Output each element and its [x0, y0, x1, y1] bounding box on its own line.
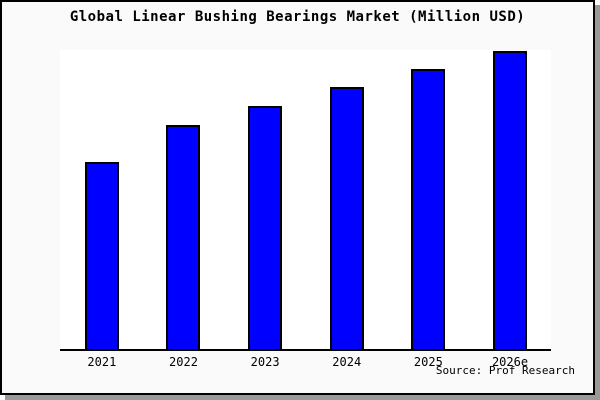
bar-2024: [329, 87, 364, 351]
x-axis-line: [60, 349, 551, 351]
x-tick-label-2023: 2023: [250, 355, 280, 369]
plot-area: [60, 50, 551, 351]
x-tick-label-2021: 2021: [87, 355, 117, 369]
bar-2025: [411, 69, 446, 351]
bar-2021: [84, 162, 119, 351]
bar-2022: [166, 125, 201, 351]
bar-2023: [248, 106, 283, 351]
x-tick-label-2022: 2022: [169, 355, 198, 369]
chart-title: Global Linear Bushing Bearings Market (M…: [69, 9, 526, 25]
x-tick-label-2026e: 2026e: [491, 355, 529, 369]
source-text: Source: Prof Research: [435, 364, 575, 377]
x-tick-label-2024: 2024: [332, 355, 362, 369]
bar-2026e: [493, 51, 527, 351]
x-tick-label-2025: 2025: [413, 355, 443, 369]
